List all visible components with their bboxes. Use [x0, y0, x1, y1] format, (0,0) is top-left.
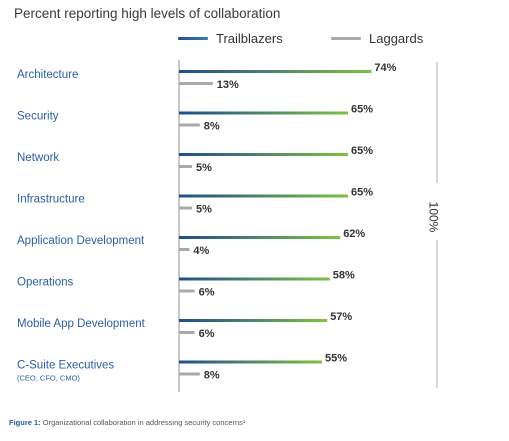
value-label-trailblazers-architecture: 74% — [374, 62, 396, 74]
value-label-trailblazers-operations: 58% — [333, 270, 355, 282]
category-sublabel-c-suite-executives: (CEO, CFO, CMO) — [17, 374, 80, 383]
legend-label-laggards: Laggards — [369, 31, 424, 46]
value-label-trailblazers-network: 65% — [351, 145, 373, 157]
bar-trailblazers-infrastructure — [179, 194, 348, 198]
value-label-laggards-application-development: 4% — [193, 245, 209, 257]
category-label-operations: Operations — [17, 277, 74, 289]
legend-swatch-trailblazers — [178, 37, 208, 40]
bar-laggards-infrastructure — [179, 206, 192, 210]
value-label-laggards-c-suite-executives: 8% — [204, 370, 220, 382]
bar-laggards-architecture — [179, 82, 213, 85]
category-label-security: Security — [17, 111, 59, 123]
bar-laggards-security — [179, 123, 200, 127]
value-label-trailblazers-mobile-app-development: 57% — [330, 311, 352, 323]
bar-trailblazers-mobile-app-development — [179, 319, 328, 322]
scale-label-100: 100% — [426, 201, 441, 233]
value-label-laggards-infrastructure: 5% — [196, 204, 212, 216]
category-label-network: Network — [17, 152, 59, 164]
bar-trailblazers-architecture — [179, 70, 372, 73]
value-label-laggards-mobile-app-development: 6% — [199, 328, 215, 340]
bar-laggards-operations — [179, 289, 195, 293]
bar-trailblazers-network — [179, 153, 348, 156]
category-label-architecture: Architecture — [17, 69, 78, 81]
bar-trailblazers-application-development — [179, 236, 341, 239]
category-label-infrastructure: Infrastructure — [17, 194, 85, 206]
legend-item-laggards: Laggards — [331, 31, 423, 46]
legend-item-trailblazers: Trailblazers — [178, 31, 283, 46]
bar-laggards-mobile-app-development — [179, 331, 195, 334]
value-label-laggards-architecture: 13% — [217, 79, 239, 91]
value-label-laggards-network: 5% — [196, 162, 212, 174]
bar-laggards-network — [179, 165, 192, 168]
bar-trailblazers-operations — [179, 277, 330, 281]
value-label-laggards-operations: 6% — [199, 287, 215, 299]
caption-prefix: Figure 1: — [9, 418, 41, 427]
value-label-trailblazers-c-suite-executives: 55% — [325, 353, 347, 365]
category-label-application-development: Application Development — [17, 235, 145, 247]
bar-laggards-application-development — [179, 248, 190, 251]
value-label-trailblazers-security: 65% — [351, 104, 373, 116]
bar-laggards-c-suite-executives — [179, 372, 200, 376]
value-label-trailblazers-application-development: 62% — [343, 228, 365, 240]
figure-caption: Figure 1: Organizational collaboration i… — [9, 418, 245, 427]
category-label-c-suite-executives: C-Suite Executives — [17, 360, 114, 372]
value-label-trailblazers-infrastructure: 65% — [351, 187, 373, 199]
category-label-mobile-app-development: Mobile App Development — [17, 318, 146, 330]
legend-label-trailblazers: Trailblazers — [216, 31, 283, 46]
caption-text: Organizational collaboration in addressi… — [40, 418, 246, 427]
bar-trailblazers-c-suite-executives — [179, 360, 322, 364]
chart-title: Percent reporting high levels of collabo… — [14, 6, 281, 21]
legend-swatch-laggards — [331, 37, 361, 40]
value-label-laggards-security: 8% — [204, 121, 220, 133]
bar-trailblazers-security — [179, 111, 348, 115]
